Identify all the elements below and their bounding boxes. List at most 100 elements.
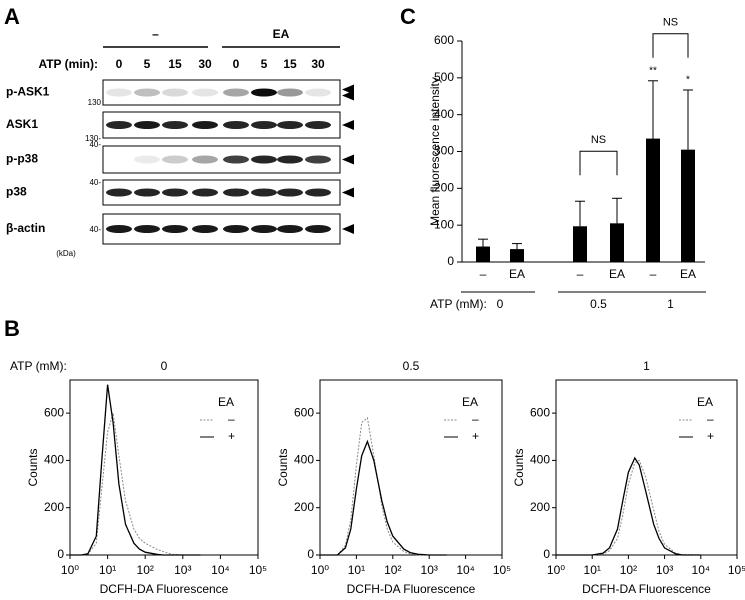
bar [646,138,660,262]
lane-label: 15 [283,57,297,71]
band [305,155,331,164]
x-tick-label: 10³ [174,563,191,577]
legend-label: + [472,429,479,443]
legend-label: – [472,412,479,426]
y-tick-label: 400 [44,453,64,467]
legend-title: EA [462,395,478,409]
significance-label: * [686,75,690,86]
y-tick-label: 100 [434,217,454,231]
x-tick-label: 10⁵ [249,563,267,577]
lane-label: 0 [233,57,240,71]
arrowhead [342,90,354,101]
series-line [320,416,447,556]
legend-label: – [228,412,235,426]
lane-label: 30 [198,57,212,71]
y-tick-label: 600 [44,405,64,419]
band [251,88,277,97]
time-label: ATP (min): [38,57,98,71]
series-line [320,439,447,556]
y-tick-label: 200 [294,500,314,514]
x-tick-label: 10² [137,563,154,577]
significance-label: ** [649,65,657,76]
band [251,155,277,164]
row-label: p-p38 [6,152,38,166]
band [305,121,331,129]
group-label: 0 [497,297,504,311]
bar [573,226,587,262]
error-bar [648,80,658,139]
lane-label: 30 [311,57,325,71]
y-tick-label: 600 [434,33,454,47]
x-tick-label: EA [680,267,696,281]
row-label: p-ASK1 [6,85,50,99]
band [277,155,303,164]
band [192,225,218,233]
y-axis-title: Mean fluorescence intensity [428,77,442,226]
band [134,155,160,164]
y-tick-label: 0 [543,547,550,561]
x-tick-label: EA [609,267,625,281]
x-tick-label: 10⁵ [493,563,511,577]
x-tick-label: 10⁵ [728,563,745,577]
y-tick-label: 400 [434,107,454,121]
band [106,88,132,97]
group-axis-label: ATP (mM): [430,297,487,311]
band [251,121,277,129]
comparison-label: NS [591,134,606,146]
series-line [556,459,701,556]
y-tick-label: 500 [434,70,454,84]
arrowhead [342,154,354,165]
y-axis-title: Counts [512,448,526,486]
x-tick-label: 10² [620,563,637,577]
treatment-label: – [152,27,159,41]
x-tick-label: 10² [384,563,401,577]
panel-label: C [400,4,416,29]
x-tick-label: – [650,267,657,281]
band [162,88,188,97]
error-bar [612,197,622,224]
x-tick-label: 10³ [421,563,438,577]
treatment-label: EA [273,27,290,41]
x-tick-label: 10⁰ [547,563,565,577]
band [277,188,303,197]
bar [681,149,695,262]
bar [510,249,524,262]
band [106,225,132,233]
marker-label: 40- [89,225,101,234]
x-tick-label: 10⁴ [456,563,475,577]
band [192,88,218,97]
error-bar [478,238,488,247]
x-tick-label: 10⁰ [311,563,329,577]
comparison-bracket [652,33,689,58]
y-tick-label: 400 [530,453,550,467]
band [192,155,218,164]
series-line [70,384,201,556]
x-axis-title: DCFH-DA Fluorescence [347,582,476,596]
arrowhead [342,120,354,130]
band [251,225,277,233]
x-axis-title: DCFH-DA Fluorescence [100,582,229,596]
band [223,155,249,164]
panel-label: A [4,4,20,29]
y-axis-title: Counts [276,448,290,486]
chart-title: 0.5 [403,359,420,373]
legend-label: + [707,429,714,443]
marker-label: 130- [85,134,101,143]
legend-title: EA [697,395,713,409]
x-tick-label: 10³ [656,563,673,577]
x-tick-label: 10¹ [99,563,116,577]
comparison-label: NS [663,17,678,29]
band [277,88,303,97]
y-tick-label: 200 [434,181,454,195]
y-tick-label: 0 [307,547,314,561]
blot-box [102,79,341,106]
plot-frame [555,379,738,556]
x-tick-label: 10¹ [584,563,601,577]
x-tick-label: – [480,267,487,281]
error-bar [512,243,522,250]
unit-label: (kDa) [56,249,76,258]
group-label: 0.5 [590,297,607,311]
band [305,188,331,197]
error-bar [575,200,585,227]
